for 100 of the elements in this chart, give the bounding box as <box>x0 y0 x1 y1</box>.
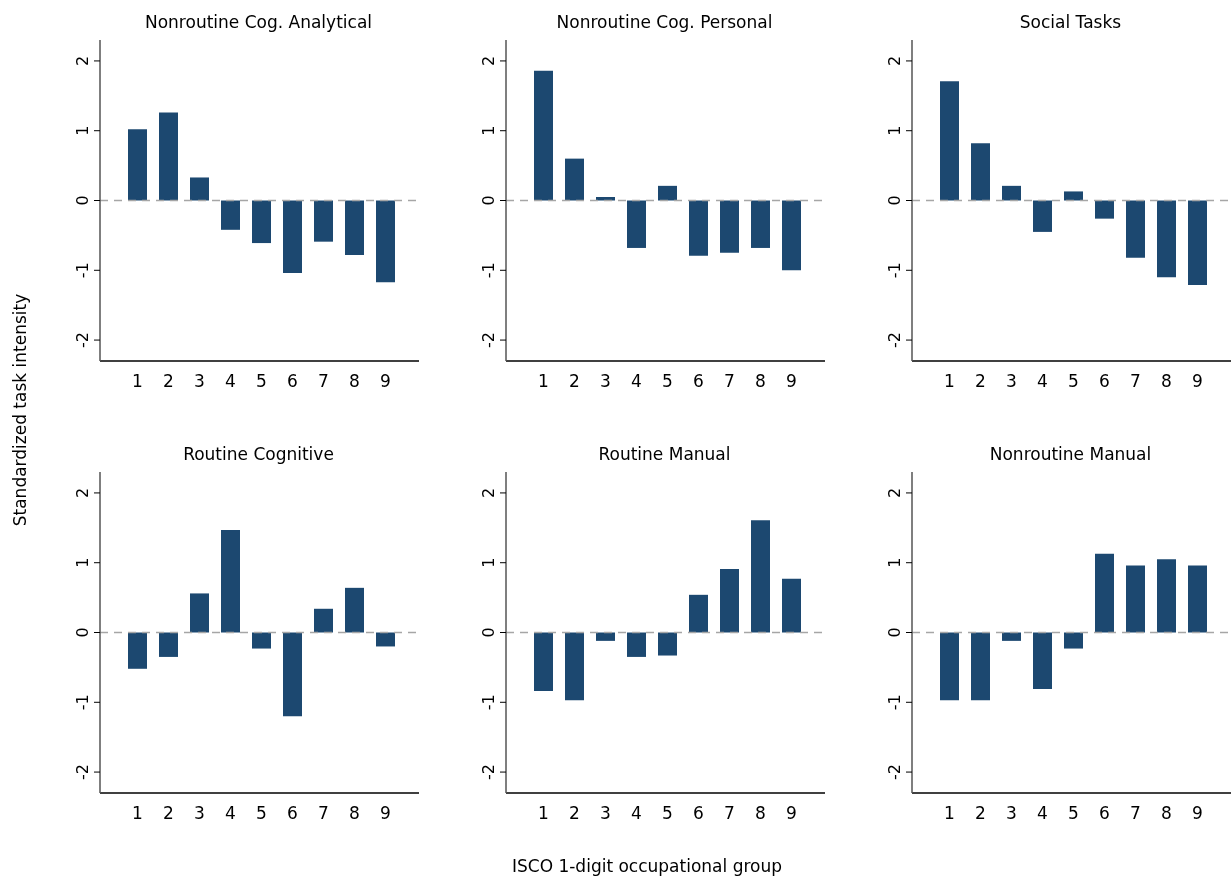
bar <box>376 200 395 283</box>
bar <box>1157 200 1176 278</box>
x-tick-label: 4 <box>631 371 642 392</box>
x-tick-label: 2 <box>975 803 986 824</box>
bar <box>252 632 271 649</box>
x-tick-label: 6 <box>693 371 704 392</box>
y-tick-label: -1 <box>885 694 904 711</box>
x-tick-label: 6 <box>287 371 298 392</box>
chart-title: Routine Cognitive <box>182 444 335 464</box>
bar <box>627 200 646 248</box>
bar <box>565 632 584 701</box>
x-tick-label: 8 <box>1161 371 1172 392</box>
y-tick-label: 1 <box>885 125 904 136</box>
bar <box>128 632 147 669</box>
bar <box>1188 200 1207 285</box>
y-tick-label: 2 <box>885 55 904 67</box>
y-tick-label: 0 <box>479 195 498 206</box>
y-tick-label: 2 <box>885 487 904 499</box>
chart-title: Social Tasks <box>1018 12 1123 32</box>
bar <box>940 81 959 201</box>
x-tick-label: 3 <box>1006 371 1017 392</box>
x-tick-label: 4 <box>1037 803 1048 824</box>
x-tick-label: 8 <box>755 371 766 392</box>
bar <box>596 632 615 641</box>
y-tick-label: -1 <box>73 694 92 711</box>
bar <box>345 587 364 633</box>
x-tick-label: 8 <box>349 371 360 392</box>
x-tick-label: 9 <box>380 803 391 824</box>
bar <box>128 129 147 201</box>
bar <box>782 200 801 271</box>
chart-title: Nonroutine Manual <box>988 444 1153 464</box>
x-tick-label: 1 <box>132 371 143 392</box>
y-tick-label: 0 <box>885 627 904 638</box>
x-tick-label: 9 <box>1192 803 1203 824</box>
bar <box>1095 200 1114 219</box>
x-tick-label: 5 <box>662 371 673 392</box>
x-axis-title: ISCO 1-digit occupational group <box>510 856 784 876</box>
x-tick-label: 5 <box>256 371 267 392</box>
bar <box>221 529 240 633</box>
x-tick-label: 9 <box>786 371 797 392</box>
bar <box>565 158 584 201</box>
bar <box>689 200 708 256</box>
bar <box>159 112 178 201</box>
y-tick-label: -1 <box>479 262 498 279</box>
y-tick-label: 1 <box>479 125 498 136</box>
x-tick-label: 4 <box>1037 371 1048 392</box>
x-tick-label: 6 <box>1099 371 1110 392</box>
y-tick-label: 2 <box>73 487 92 499</box>
bar <box>534 70 553 201</box>
y-tick-label: 0 <box>73 195 92 206</box>
y-tick-label: -2 <box>73 332 92 349</box>
bar <box>314 608 333 633</box>
x-tick-label: 1 <box>132 803 143 824</box>
x-tick-label: 1 <box>538 371 549 392</box>
bar <box>345 200 364 255</box>
y-tick-label: 0 <box>73 627 92 638</box>
bar <box>283 200 302 274</box>
x-tick-label: 9 <box>786 803 797 824</box>
x-tick-label: 2 <box>163 371 174 392</box>
bar <box>658 185 677 201</box>
bar <box>751 520 770 633</box>
bar <box>190 177 209 201</box>
x-tick-label: 2 <box>163 803 174 824</box>
x-tick-label: 2 <box>569 803 580 824</box>
chart-title: Nonroutine Cog. Personal <box>555 12 774 32</box>
x-tick-label: 7 <box>318 803 329 824</box>
x-tick-label: 1 <box>944 371 955 392</box>
y-tick-label: -1 <box>479 694 498 711</box>
bar <box>1126 200 1145 258</box>
y-tick-label: -2 <box>885 764 904 781</box>
bar <box>971 143 990 201</box>
x-tick-label: 7 <box>1130 371 1141 392</box>
x-tick-label: 8 <box>1161 803 1172 824</box>
bar <box>971 632 990 701</box>
y-tick-label: 2 <box>479 55 498 67</box>
y-tick-label: 2 <box>73 55 92 67</box>
y-tick-label: -2 <box>885 332 904 349</box>
bar <box>720 569 739 633</box>
x-tick-label: 7 <box>318 371 329 392</box>
x-tick-label: 6 <box>693 803 704 824</box>
bar <box>1033 200 1052 232</box>
y-tick-label: 1 <box>73 557 92 568</box>
x-tick-label: 5 <box>256 803 267 824</box>
bar <box>159 632 178 657</box>
x-tick-label: 7 <box>724 371 735 392</box>
bar <box>252 200 271 244</box>
bar <box>1126 565 1145 633</box>
bar <box>1002 185 1021 201</box>
chart-title: Nonroutine Cog. Analytical <box>143 12 374 32</box>
bar <box>1095 553 1114 633</box>
y-tick-label: 2 <box>479 487 498 499</box>
bar <box>689 594 708 633</box>
y-tick-label: -1 <box>73 262 92 279</box>
y-tick-label: 1 <box>73 125 92 136</box>
x-tick-label: 4 <box>631 803 642 824</box>
bar <box>751 200 770 248</box>
x-tick-label: 3 <box>600 803 611 824</box>
x-tick-label: 6 <box>1099 803 1110 824</box>
bar <box>1002 632 1021 641</box>
x-tick-label: 1 <box>944 803 955 824</box>
